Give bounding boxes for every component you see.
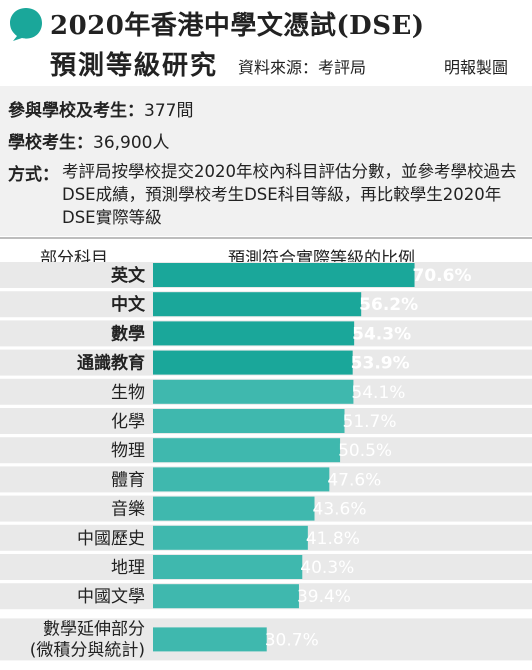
bar-chart: 英文 70.6% 中文 56.2% 數學 54.3% 通識教育 53.9% 生物 54.1% 化學 5…	[0, 262, 532, 661]
schools-count: 參與學校及考生：377間	[8, 96, 193, 121]
data-source: 資料來源：考評局	[238, 58, 367, 77]
students-count: 學校考生：36,900人	[8, 128, 169, 153]
info-panel	[0, 86, 532, 236]
bar	[153, 525, 308, 550]
bar	[153, 409, 345, 433]
bar	[153, 438, 341, 463]
data-label: 30.7%	[265, 630, 319, 650]
data-label: 40.3%	[300, 558, 354, 578]
bar	[153, 292, 362, 317]
data-label: 43.6%	[313, 500, 367, 520]
bar	[153, 263, 415, 287]
category-label: 地理	[111, 558, 145, 578]
bar	[153, 321, 355, 346]
data-label: 54.1%	[351, 383, 405, 403]
bar	[153, 555, 303, 579]
bar	[153, 627, 267, 652]
category-label: 數學延伸部分(微積分與統計)	[30, 619, 145, 660]
data-label: 47.6%	[327, 470, 381, 490]
students-value: 36,900人	[93, 133, 170, 153]
category-label: 體育	[111, 470, 145, 490]
category-label: 音樂	[111, 500, 145, 520]
data-label: 51.7%	[343, 412, 397, 432]
category-label: 中文	[111, 294, 146, 315]
bar	[153, 379, 354, 404]
category-label: 物理	[111, 441, 145, 461]
divider	[0, 237, 532, 239]
schools-value: 377間	[144, 101, 194, 121]
page-subtitle: 預測等級研究	[50, 51, 219, 81]
category-label: 通識教育	[77, 353, 145, 374]
bar	[153, 496, 315, 521]
data-label: 70.6%	[413, 266, 472, 286]
method-label: 方式：	[8, 165, 59, 185]
data-label: 56.2%	[359, 295, 418, 315]
category-label: 中國文學	[77, 587, 145, 607]
category-label: 數學	[111, 323, 145, 344]
category-label: 中國歷史	[77, 529, 145, 549]
students-label: 學校考生：	[8, 133, 93, 153]
speech-bubble-icon	[10, 8, 42, 41]
data-label: 41.8%	[306, 529, 360, 549]
data-label: 54.3%	[352, 324, 411, 344]
header: 2020年香港中學文憑試(DSE) 預測等級研究 資料來源：考評局 明報製圖	[0, 0, 532, 86]
category-label: 英文	[111, 265, 146, 286]
data-label: 39.4%	[297, 587, 351, 607]
bar	[153, 467, 330, 492]
category-label: 生物	[111, 383, 145, 403]
category-label: 化學	[111, 412, 145, 432]
bar	[153, 584, 299, 609]
bar	[153, 350, 353, 375]
page-title: 2020年香港中學文憑試(DSE)	[50, 11, 425, 41]
data-label: 50.5%	[338, 441, 392, 461]
method-text: 考評局按學校提交2020年校內科目評估分數，並參考學校過去DSE成績，預測學校考…	[62, 162, 517, 227]
publisher-credit: 明報製圖	[444, 58, 509, 77]
data-label: 53.9%	[351, 354, 410, 374]
schools-label: 參與學校及考生：	[8, 101, 144, 121]
